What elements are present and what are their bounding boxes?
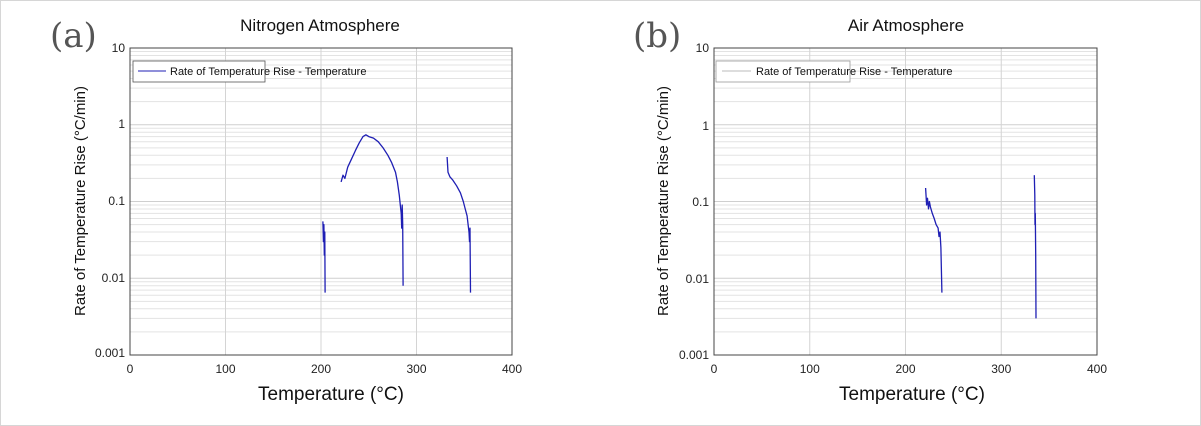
series-line-segment-2 — [1033, 175, 1037, 319]
y-tick-label: 0.01 — [686, 272, 710, 286]
panel-b-title: Air Atmosphere — [848, 16, 964, 35]
panel-b-legend: Rate of Temperature Rise - Temperature — [715, 60, 952, 83]
panel-b-x-axis-label: Temperature (°C) — [839, 384, 985, 405]
series-line-segment-3 — [446, 156, 472, 293]
series-line-segment-1 — [322, 221, 326, 293]
panel-a-title: Nitrogen Atmosphere — [240, 16, 400, 35]
legend-box — [715, 60, 851, 83]
legend-box — [132, 60, 266, 83]
y-tick-label: 0.001 — [679, 348, 709, 362]
panel-b-y-ticks: 0.001 0.01 0.1 1 10 — [679, 41, 709, 362]
panel-b-x-ticks: 0 100 200 300 400 — [711, 362, 1108, 376]
panel-a-y-ticks: 0.001 0.01 0.1 1 10 — [95, 41, 125, 360]
panel-a-legend: Rate of Temperature Rise - Temperature — [132, 60, 366, 83]
legend-label: Rate of Temperature Rise - Temperature — [170, 66, 366, 78]
y-tick-label: 0.1 — [108, 194, 125, 208]
x-tick-label: 0 — [127, 362, 134, 376]
legend-label: Rate of Temperature Rise - Temperature — [756, 66, 952, 78]
y-tick-label: 0.01 — [102, 271, 126, 285]
panel-b: (b) Air Atmosphere 0.001 0.01 0.1 1 10 0… — [633, 16, 1107, 405]
x-tick-label: 300 — [406, 362, 426, 376]
panel-a: (a) Nitrogen Atmosphere 0.001 0.01 0.1 1… — [50, 16, 522, 405]
x-tick-label: 100 — [215, 362, 235, 376]
panel-a-x-ticks: 0 100 200 300 400 — [127, 362, 523, 376]
y-tick-label: 1 — [702, 119, 709, 133]
x-tick-label: 200 — [311, 362, 331, 376]
x-tick-label: 100 — [800, 362, 820, 376]
panel-a-plot-area — [129, 47, 513, 356]
panel-b-series — [924, 175, 1037, 319]
y-tick-label: 0.001 — [95, 346, 125, 360]
series-line-segment-2 — [340, 134, 404, 286]
y-tick-label: 0.1 — [692, 195, 709, 209]
panel-a-label: (a) — [50, 16, 97, 56]
y-tick-label: 10 — [112, 41, 126, 55]
panel-b-y-axis-label: Rate of Temperature Rise (°C/min) — [655, 86, 672, 316]
panel-b-plot-area — [713, 47, 1098, 356]
x-tick-label: 400 — [502, 362, 522, 376]
panel-a-series — [322, 134, 472, 293]
y-tick-label: 10 — [696, 41, 710, 55]
panel-a-y-axis-label: Rate of Temperature Rise (°C/min) — [72, 86, 89, 316]
panel-a-x-axis-label: Temperature (°C) — [258, 384, 404, 405]
x-tick-label: 400 — [1087, 362, 1107, 376]
series-line-segment-1 — [924, 187, 943, 293]
x-tick-label: 300 — [991, 362, 1011, 376]
x-tick-label: 200 — [895, 362, 915, 376]
panel-b-grid — [714, 48, 1097, 356]
panel-a-grid — [130, 48, 512, 356]
y-tick-label: 1 — [118, 117, 125, 131]
panel-b-label: (b) — [633, 16, 681, 56]
x-tick-label: 0 — [711, 362, 718, 376]
